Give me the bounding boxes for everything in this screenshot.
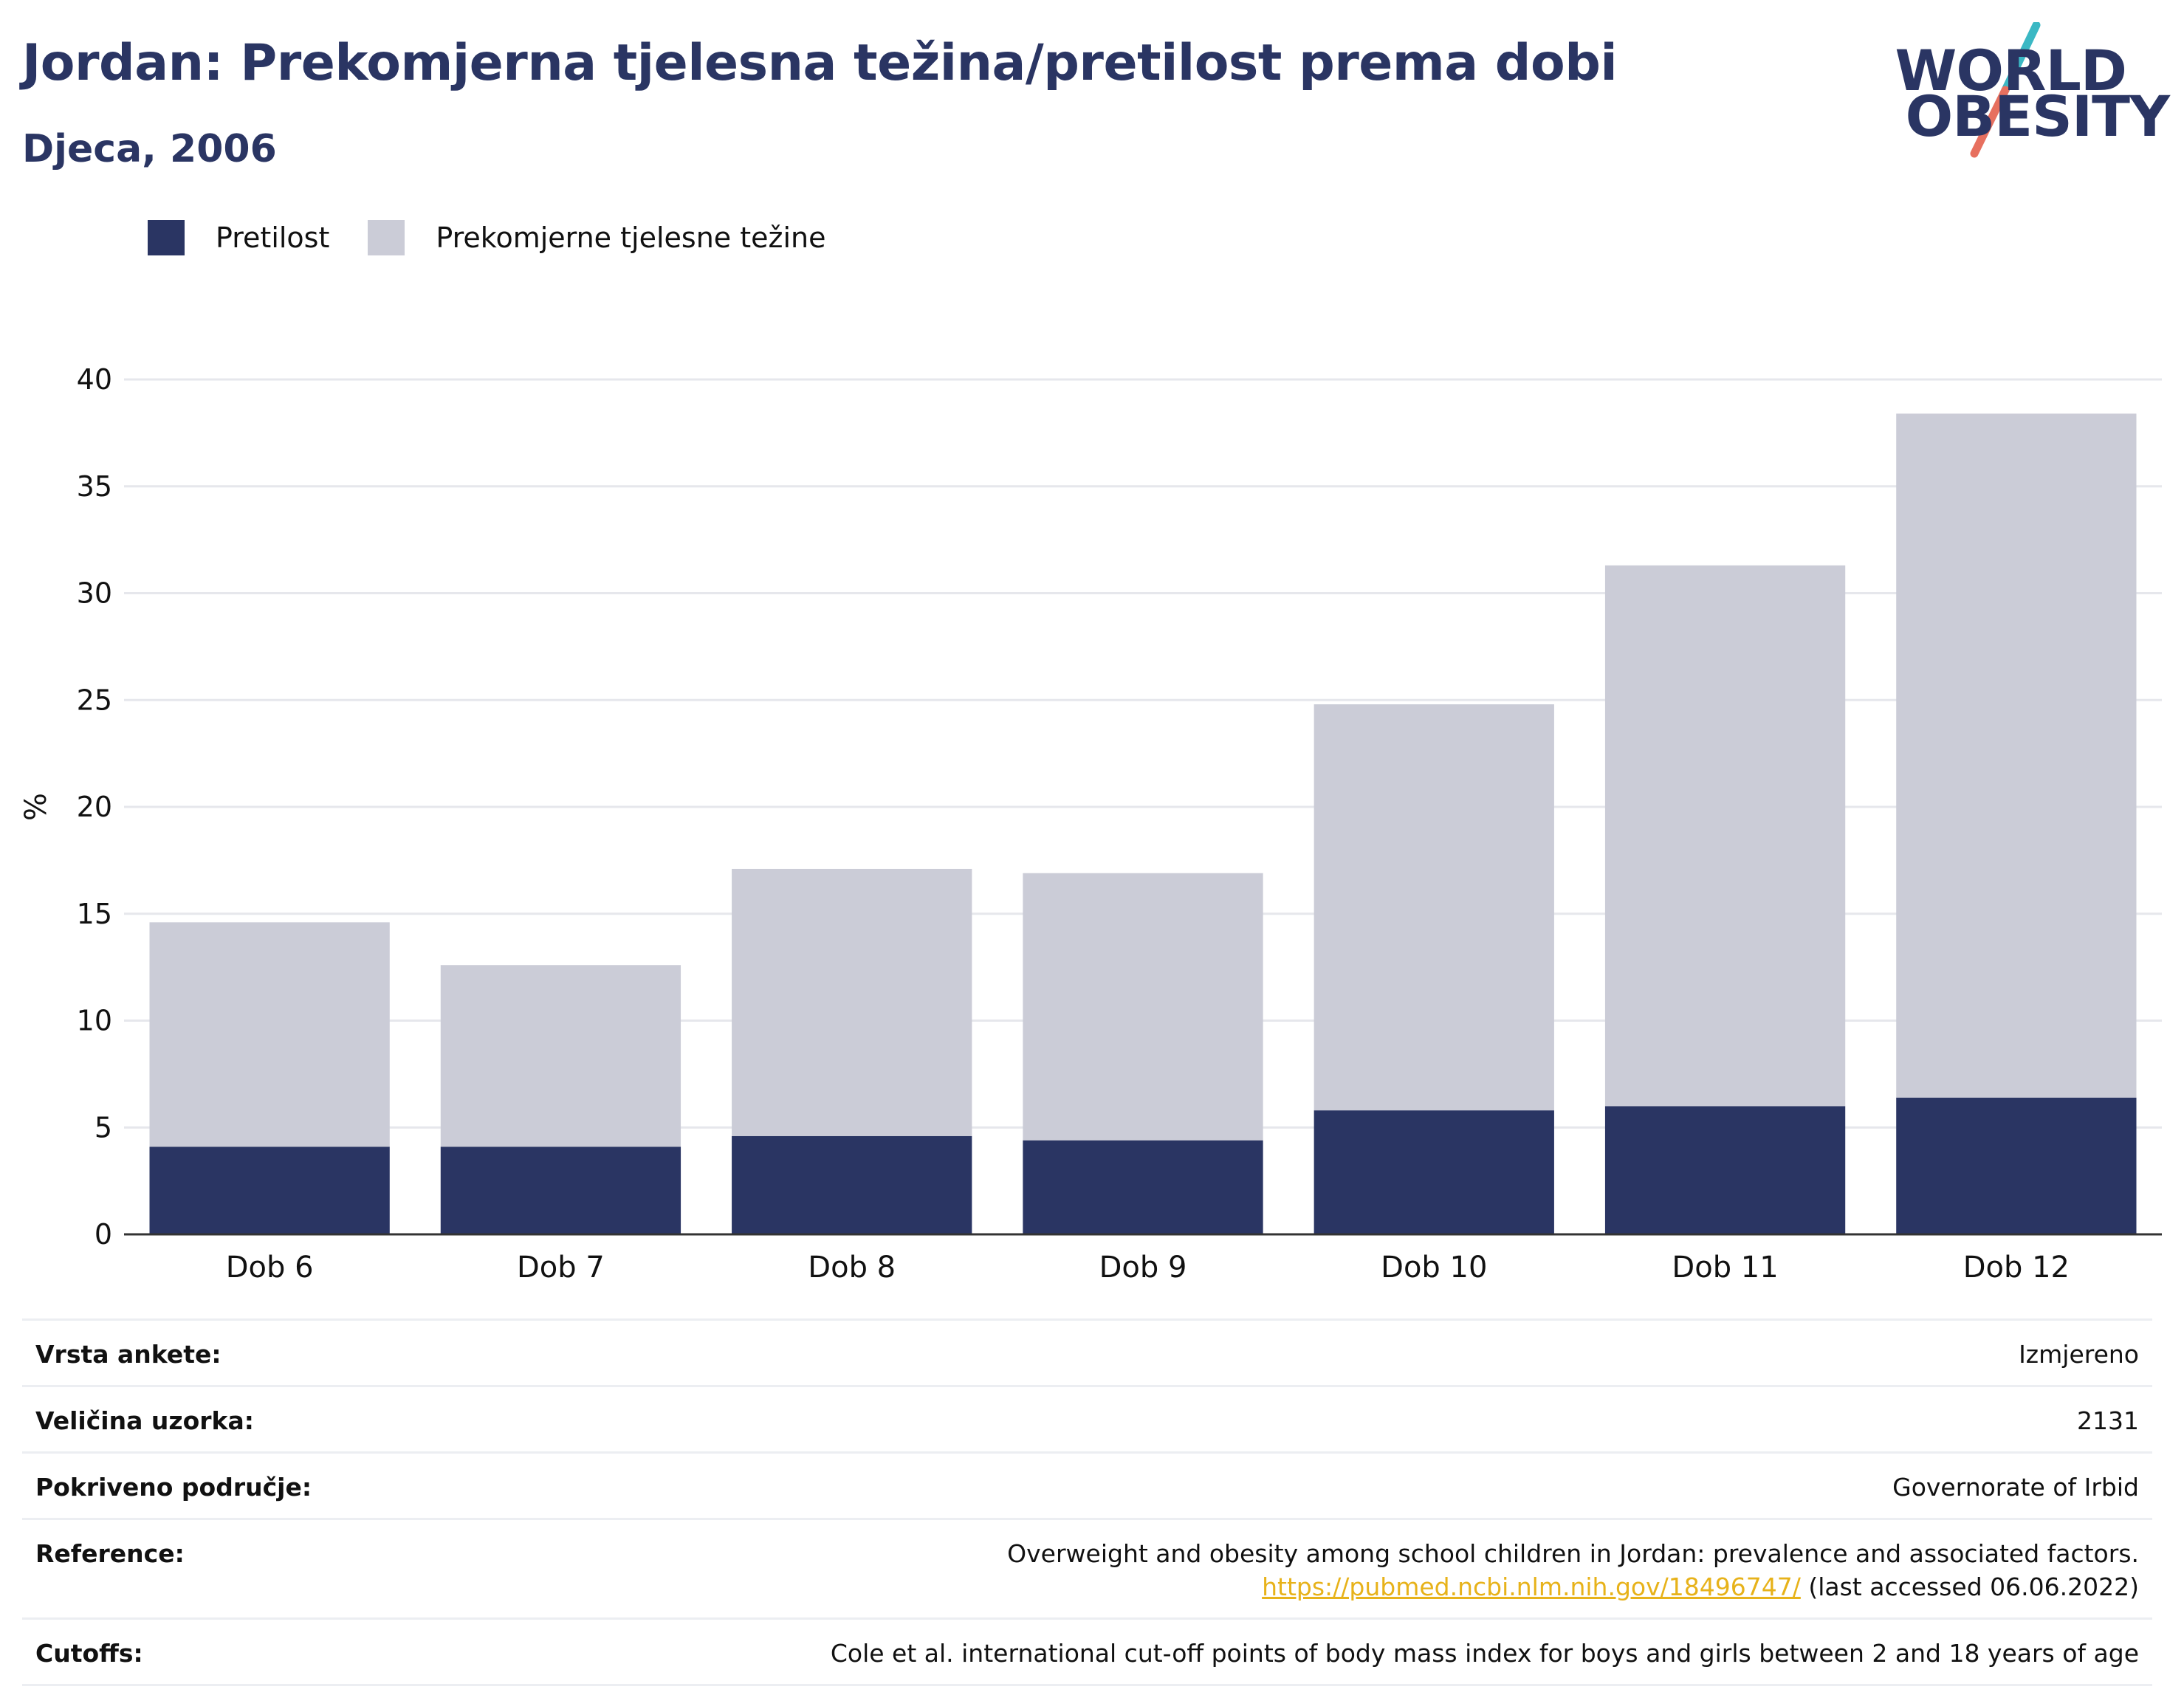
bar-obesity [149, 1146, 390, 1234]
bar-obesity [1023, 1140, 1263, 1234]
world-obesity-logo: WORLD OBESITY [1895, 22, 2170, 162]
x-tick-label: Dob 11 [1672, 1251, 1778, 1285]
bar-obesity [1604, 1106, 1846, 1234]
info-value: Cole et al. international cut-off points… [830, 1639, 2139, 1668]
stacked-bar-chart: 0 5 10 15 20 25 30 35 40% Dob 6 Dob 7 Dob 8 Dob 9 Dob… [19, 363, 2162, 1285]
survey-info-table: Vrsta ankete: Izmjereno Veličina uzorka:… [22, 1318, 2152, 1686]
logo-text-obesity: OBESITY [1905, 83, 2170, 149]
bar-overweight [1023, 873, 1263, 1141]
info-label: Pokriveno područje: [35, 1473, 312, 1502]
info-value: 2131 [2077, 1406, 2139, 1435]
y-axis-label: % [19, 793, 53, 821]
y-tick-label: 25 [77, 684, 112, 716]
bar-obesity [732, 1135, 972, 1234]
bar-obesity [1896, 1097, 2137, 1234]
y-tick-label: 40 [77, 363, 112, 396]
bar-obesity [440, 1146, 681, 1234]
info-label: Cutoffs: [35, 1639, 143, 1668]
info-value: Izmjereno [2019, 1340, 2139, 1369]
bar-overweight [440, 965, 681, 1147]
x-tick-label: Dob 10 [1381, 1251, 1487, 1285]
legend-label-overweight: Prekomjerne tjelesne težine [436, 221, 826, 254]
x-tick-label: Dob 12 [1963, 1251, 2070, 1285]
y-tick-label: 15 [77, 898, 112, 930]
info-row-reference: Reference: Overweight and obesity among … [22, 1518, 2152, 1617]
reference-note: (last accessed 06.06.2022) [1808, 1572, 2139, 1601]
chart-legend: Pretilost Prekomjerne tjelesne težine [148, 220, 865, 255]
reference-text: Overweight and obesity among school chil… [1007, 1539, 2139, 1568]
logo-slash-icon [1970, 22, 2041, 158]
chart-title: Jordan: Prekomjerna tjelesna težina/pret… [22, 34, 1618, 92]
logo-text-world: WORLD [1895, 38, 2127, 103]
legend-label-obesity: Pretilost [216, 221, 330, 254]
reference-link-line: https://pubmed.ncbi.nlm.nih.gov/18496747… [1007, 1572, 2139, 1601]
legend-swatch-obesity [148, 220, 185, 255]
legend-item-obesity: Pretilost [148, 220, 329, 255]
info-row-cutoffs: Cutoffs: Cole et al. international cut-o… [22, 1617, 2152, 1686]
legend-item-overweight: Prekomjerne tjelesne težine [368, 220, 826, 255]
x-tick-label: Dob 8 [808, 1251, 896, 1285]
bar-overweight [149, 922, 390, 1147]
info-label: Veličina uzorka: [35, 1406, 254, 1435]
info-row-sample-size: Veličina uzorka: 2131 [22, 1385, 2152, 1451]
bar-overweight [732, 868, 972, 1136]
y-tick-label: 30 [77, 577, 112, 610]
legend-swatch-overweight [368, 220, 405, 255]
info-row-survey-type: Vrsta ankete: Izmjereno [22, 1318, 2152, 1385]
y-tick-label: 0 [95, 1218, 112, 1251]
y-tick-label: 20 [77, 791, 112, 823]
y-tick-label: 35 [77, 470, 112, 503]
bar-overweight [1604, 565, 1846, 1107]
bar-obesity [1314, 1110, 1554, 1234]
bar-overweight [1314, 704, 1554, 1111]
reference-value: Overweight and obesity among school chil… [1007, 1539, 2139, 1601]
chart-subtitle: Djeca, 2006 [22, 127, 277, 171]
y-tick-label: 5 [95, 1111, 112, 1144]
info-row-coverage: Pokriveno područje: Governorate of Irbid [22, 1451, 2152, 1518]
info-value: Governorate of Irbid [1892, 1473, 2139, 1502]
bar-overweight [1896, 413, 2137, 1098]
x-tick-label: Dob 6 [226, 1251, 314, 1285]
info-label: Vrsta ankete: [35, 1340, 222, 1369]
info-label: Reference: [35, 1539, 185, 1568]
reference-link[interactable]: https://pubmed.ncbi.nlm.nih.gov/18496747… [1262, 1572, 1801, 1601]
x-tick-label: Dob 7 [517, 1251, 605, 1285]
x-tick-label: Dob 9 [1099, 1251, 1187, 1285]
y-tick-label: 10 [77, 1005, 112, 1037]
